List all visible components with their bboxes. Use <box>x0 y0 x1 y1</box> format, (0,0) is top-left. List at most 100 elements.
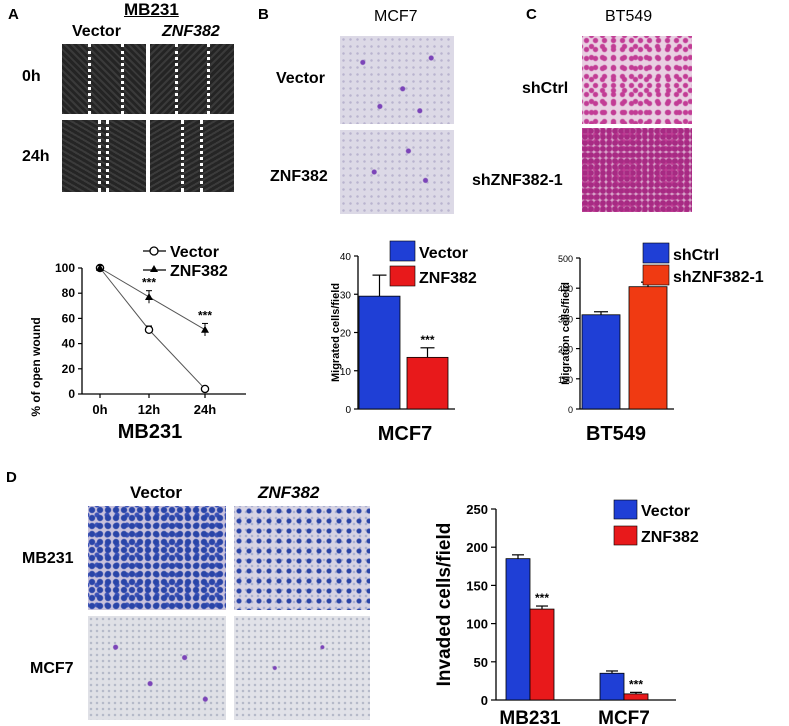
chart-a-point-znf382 <box>201 325 209 333</box>
chart-d-y-tick-label: 100 <box>466 617 488 632</box>
panel-letter-b: B <box>258 6 269 23</box>
chart-a-legend-marker-vector <box>149 246 159 256</box>
panel-b-row-znf382: ZNF382 <box>270 168 328 185</box>
chart-d-bar-MCF7-1 <box>623 693 649 701</box>
chart-a-x-label: MB231 <box>118 421 182 443</box>
panel-a-row-0h: 0h <box>22 68 41 85</box>
panel-c-title: BT549 <box>605 8 653 25</box>
chart-d-bar-MCF7-0 <box>599 672 625 701</box>
chart-d-significance: *** <box>629 677 643 691</box>
panel-d-row-mb231: MB231 <box>22 550 74 567</box>
chart-d-y-tick-label: 150 <box>466 578 488 593</box>
chart-b-bar-1 <box>406 356 449 410</box>
chart-b-legend-swatch-0 <box>389 240 416 262</box>
chart-b-legend-label-0: Vector <box>419 245 468 262</box>
panel-c-row-shctrl: shCtrl <box>522 80 569 97</box>
wound-image-vector-0h <box>62 44 146 114</box>
chart-c-y-tick-label: 200 <box>558 345 573 355</box>
panel-b-row-vector: Vector <box>276 70 325 87</box>
chart-c-legend-swatch-1 <box>642 264 670 286</box>
panel-letter-d: D <box>6 469 17 486</box>
chart-d-x-tick-label: MB231 <box>499 708 561 726</box>
transwell-image-bt549-shctrl <box>582 36 692 124</box>
chart-c-y-tick-label: 0 <box>568 405 573 415</box>
chart-d-x-tick-label: MCF7 <box>598 708 650 726</box>
chart-a-y-tick-label: 80 <box>62 286 76 300</box>
panel-d-row-mcf7: MCF7 <box>30 660 74 677</box>
chart-a-legend-vector: Vector <box>170 244 219 261</box>
chart-c-y-tick-label: 100 <box>558 375 573 385</box>
chart-c-legend-swatch-0 <box>642 242 670 264</box>
wound-image-vector-24h <box>62 120 146 192</box>
chart-b-y-tick-label: 10 <box>340 367 352 378</box>
transwell-image-bt549-shznf382 <box>582 128 692 212</box>
chart-a-point-znf382 <box>145 292 153 300</box>
panel-d-col-znf382: ZNF382 <box>258 483 320 502</box>
chart-d-legend-swatch-1 <box>613 525 638 546</box>
chart-b-y-tick-label: 40 <box>340 252 352 263</box>
transwell-image-mcf7-vector <box>340 36 454 124</box>
chart-a-significance: *** <box>198 308 212 322</box>
chart-a-y-tick-label: 100 <box>55 261 75 275</box>
chart-c-y-label: Migration cells/field <box>560 282 572 385</box>
chart-a-legend-znf382: ZNF382 <box>170 263 228 280</box>
chart-c-legend-label-0: shCtrl <box>673 247 719 264</box>
chart-a-point-znf382 <box>96 264 104 271</box>
chart-c-x-label: BT549 <box>586 423 646 445</box>
invasion-image-mb231-znf382 <box>234 506 370 610</box>
chart-d-y-label: Invaded cells/field <box>434 523 455 687</box>
chart-d-bar-MB231-1 <box>529 608 555 701</box>
chart-b-legend-label-1: ZNF382 <box>419 270 477 287</box>
chart-d-legend-swatch-0 <box>613 499 638 520</box>
chart-a-y-tick-label: 60 <box>62 311 76 325</box>
chart-a-x-tick-label: 12h <box>138 402 160 417</box>
wound-image-znf382-0h <box>150 44 234 114</box>
chart-b-y-label: Migrated cells/field <box>330 283 342 382</box>
panel-c-row-shznf382: shZNF382-1 <box>472 172 563 189</box>
chart-a-y-label: % of open wound <box>29 317 43 416</box>
chart-a-x-tick-label: 0h <box>92 402 107 417</box>
chart-d-significance: *** <box>535 591 549 605</box>
chart-c-bar-0 <box>581 314 621 410</box>
chart-b-y-tick-label: 0 <box>345 405 351 416</box>
chart-c-y-tick-label: 500 <box>558 254 573 264</box>
panel-a-title: MB231 <box>124 0 179 19</box>
chart-d-y-tick-label: 250 <box>466 502 488 517</box>
chart-b-y-tick-label: 30 <box>340 290 352 301</box>
chart-a-y-tick-label: 0 <box>68 387 75 401</box>
chart-c-y-tick-label: 400 <box>558 284 573 294</box>
chart-c-bar-1 <box>628 286 668 410</box>
chart-d-bar-MB231-0 <box>505 558 531 701</box>
chart-a-point-vector <box>144 325 154 334</box>
panel-letter-a: A <box>8 6 19 23</box>
invasion-image-mcf7-znf382 <box>234 616 370 720</box>
chart-d-legend-label-1: ZNF382 <box>641 529 699 546</box>
chart-a-legend-marker-znf382 <box>150 265 158 272</box>
chart-a-significance: *** <box>142 276 156 290</box>
panel-letter-c: C <box>526 6 537 23</box>
chart-d-y-tick-label: 50 <box>474 655 488 670</box>
chart-d-legend-label-0: Vector <box>641 503 690 520</box>
chart-a-y-tick-label: 40 <box>62 337 76 351</box>
chart-c-legend-label-1: shZNF382-1 <box>673 269 764 286</box>
chart-d-y-tick-label: 200 <box>466 540 488 555</box>
chart-b-legend-swatch-1 <box>389 265 416 287</box>
panel-a-col-znf382: ZNF382 <box>162 23 220 40</box>
invasion-image-mcf7-vector <box>88 616 226 720</box>
chart-a-y-tick-label: 20 <box>62 362 76 376</box>
chart-b-x-label: MCF7 <box>378 423 432 445</box>
chart-a-x-tick-label: 24h <box>194 402 216 417</box>
transwell-image-mcf7-znf382 <box>340 130 454 214</box>
wound-image-znf382-24h <box>150 120 234 192</box>
chart-b-significance: *** <box>420 333 434 347</box>
chart-b-y-tick-label: 20 <box>340 329 352 340</box>
panel-a-row-24h: 24h <box>22 148 50 165</box>
panel-a-col-vector: Vector <box>72 23 121 40</box>
chart-b-bar-0 <box>358 295 401 410</box>
panel-b-title: MCF7 <box>374 8 418 25</box>
chart-d-y-tick-label: 0 <box>481 693 488 708</box>
panel-d-col-vector: Vector <box>130 483 182 502</box>
chart-a-point-vector <box>200 384 210 394</box>
chart-c-y-tick-label: 300 <box>558 314 573 324</box>
